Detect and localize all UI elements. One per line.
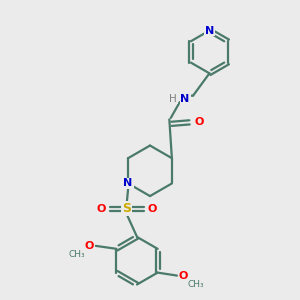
Text: N: N bbox=[180, 94, 190, 103]
Text: CH₃: CH₃ bbox=[188, 280, 205, 289]
Text: S: S bbox=[122, 202, 131, 215]
Text: O: O bbox=[179, 271, 188, 281]
Text: O: O bbox=[195, 117, 204, 128]
Text: CH₃: CH₃ bbox=[68, 250, 85, 259]
Text: N: N bbox=[205, 26, 214, 35]
Text: O: O bbox=[148, 204, 157, 214]
Text: N: N bbox=[124, 178, 133, 188]
Text: H: H bbox=[169, 94, 177, 103]
Text: O: O bbox=[84, 241, 94, 251]
Text: O: O bbox=[96, 204, 106, 214]
